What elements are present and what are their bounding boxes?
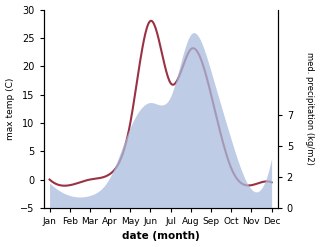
X-axis label: date (month): date (month) bbox=[122, 231, 199, 242]
Y-axis label: max temp (C): max temp (C) bbox=[5, 78, 14, 140]
Y-axis label: med. precipitation (kg/m2): med. precipitation (kg/m2) bbox=[306, 52, 315, 165]
